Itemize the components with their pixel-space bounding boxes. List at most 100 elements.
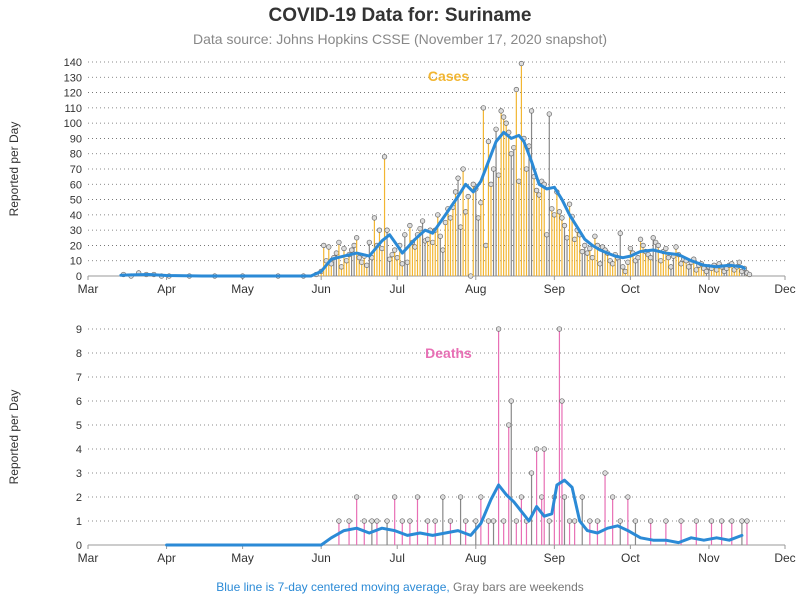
cases-daily-point — [498, 108, 504, 114]
cases-daily-point — [579, 248, 585, 255]
cases-daily-point — [501, 114, 507, 120]
cases-daily-point — [658, 258, 664, 264]
x-tick-label: Mar — [78, 282, 99, 296]
cases-daily-point — [746, 271, 753, 278]
cases-daily-point — [668, 264, 674, 270]
deaths-daily-point — [478, 494, 484, 500]
y-tick-label: 4 — [76, 444, 82, 456]
y-tick-label: 50 — [70, 195, 82, 207]
cases-daily-point — [475, 215, 481, 221]
deaths-daily-point — [407, 518, 413, 524]
x-tick-label: Mar — [78, 551, 99, 565]
cases-daily-point — [366, 239, 372, 246]
cases-daily-point — [462, 209, 469, 215]
cases-daily-point — [381, 154, 388, 160]
deaths-daily-point — [501, 518, 507, 524]
deaths-daily-point — [594, 518, 601, 524]
y-tick-label: 40 — [70, 210, 82, 222]
cases-daily-point — [566, 201, 573, 207]
deaths-daily-point — [457, 494, 464, 500]
y-tick-label: 30 — [70, 225, 82, 237]
y-tick-label: 2 — [76, 492, 82, 504]
deaths-daily-point — [648, 518, 654, 524]
deaths-daily-point — [561, 494, 568, 500]
deaths-daily-point — [506, 422, 512, 428]
cases-daily-point — [736, 259, 743, 265]
cases-daily-point — [637, 236, 644, 242]
footnote-weekend-note: Gray bars are weekends — [449, 580, 584, 594]
cases-daily-point — [483, 242, 489, 249]
deaths-daily-point — [663, 518, 669, 524]
cases-daily-point — [371, 215, 378, 221]
chart-title: COVID-19 Data for: Suriname — [268, 5, 532, 26]
cases-daily-point — [592, 233, 598, 239]
deaths-daily-point — [485, 518, 492, 524]
x-tick-label: Nov — [698, 282, 719, 296]
cases-daily-point — [457, 224, 464, 230]
cases-daily-point — [364, 262, 370, 268]
deaths-daily-point — [414, 494, 421, 500]
cases-daily-point — [620, 264, 626, 270]
y-tick-label: 140 — [64, 57, 82, 69]
y-tick-label: 60 — [70, 179, 82, 191]
cases-daily-point — [533, 187, 540, 194]
deaths-daily-point — [374, 518, 380, 524]
cases-daily-point — [617, 230, 623, 236]
cases-daily-point — [424, 236, 431, 242]
cases-daily-point — [351, 242, 357, 249]
x-tick-label: Nov — [698, 551, 719, 565]
deaths-daily-point — [495, 326, 502, 332]
cases-daily-point — [516, 178, 522, 184]
cases-daily-point — [470, 181, 476, 187]
cases-daily-point — [437, 233, 443, 239]
cases-daily-point — [546, 111, 552, 117]
cases-daily-point — [503, 120, 509, 126]
deaths-daily-point — [513, 518, 519, 524]
deaths-daily-point — [462, 518, 469, 524]
cases-daily-point — [655, 242, 661, 249]
x-tick-label: Oct — [621, 282, 640, 296]
cases-daily-point — [404, 259, 411, 265]
cases-daily-point — [338, 264, 345, 270]
cases-daily-point — [544, 232, 550, 238]
cases-daily-point — [571, 236, 578, 242]
cases-daily-point — [468, 273, 474, 279]
x-tick-label: Aug — [465, 551, 486, 565]
cases-daily-point — [561, 222, 568, 229]
cases-daily-point — [379, 245, 385, 252]
deaths-daily-point — [392, 494, 398, 500]
deaths-daily-point — [541, 446, 547, 452]
deaths-daily-point — [336, 518, 342, 524]
cases-daily-point — [435, 212, 441, 218]
cases-daily-point — [703, 268, 710, 275]
cases-daily-point — [333, 250, 340, 256]
cases-daily-point — [455, 175, 461, 181]
x-tick-label: Oct — [621, 551, 640, 565]
cases-daily-point — [686, 264, 692, 270]
deaths-daily-point — [518, 494, 525, 500]
deaths-daily-point — [693, 518, 699, 524]
x-tick-label: Jun — [311, 551, 330, 565]
cases-daily-point — [528, 108, 535, 114]
x-tick-label: Dec — [774, 282, 795, 296]
y-axis-label: Reported per Day — [7, 390, 21, 485]
cases-daily-point — [359, 259, 365, 265]
y-tick-label: 10 — [70, 256, 82, 268]
cases-daily-point — [321, 242, 327, 249]
cases-daily-point — [559, 215, 565, 221]
cases-daily-point — [678, 261, 684, 267]
deaths-moving-average-line — [165, 478, 744, 547]
cases-daily-point — [440, 247, 446, 253]
cases-daily-point — [564, 235, 570, 241]
cases-daily-point — [551, 212, 558, 218]
y-tick-label: 0 — [76, 540, 82, 552]
y-tick-label: 120 — [64, 88, 82, 100]
deaths-daily-point — [739, 518, 745, 524]
cases-daily-point — [635, 255, 641, 261]
deaths-daily-point — [729, 518, 735, 524]
panel-title-cases: Cases — [428, 68, 469, 84]
deaths-daily-point — [617, 518, 623, 524]
deaths-daily-point — [539, 494, 545, 500]
cases-daily-point — [348, 247, 355, 253]
cases-daily-point — [452, 189, 459, 195]
